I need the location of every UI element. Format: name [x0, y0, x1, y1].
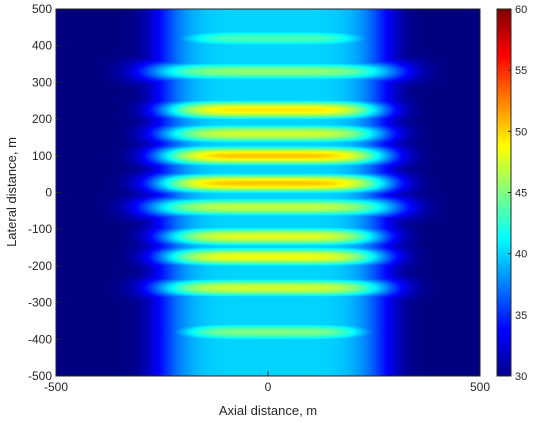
colorbar-tick-label: 45	[515, 188, 527, 200]
colorbar-tick-label: 50	[515, 126, 527, 138]
heatmap-image-holder	[56, 9, 480, 376]
y-tick-label: -200	[28, 259, 52, 273]
colorbar-ticks: 30 35 40 45 50 55 60	[508, 4, 527, 383]
x-axis: -500 0 500	[44, 371, 490, 394]
x-tick-label: 0	[265, 380, 272, 394]
y-tick-label: 100	[32, 149, 52, 163]
colorbar: 30 35 40 45 50 55 60	[496, 4, 527, 383]
x-tick-label: -500	[44, 380, 68, 394]
colorbar-tick-label: 60	[515, 4, 527, 16]
colorbar-tick-label: 40	[515, 249, 527, 261]
y-tick-label: -400	[28, 332, 52, 346]
colorbar-tick-label: 35	[515, 310, 527, 322]
heatmap-canvas	[56, 9, 480, 376]
y-axis-label: Lateral distance, m	[4, 137, 19, 247]
y-tick-label: 400	[32, 39, 52, 53]
colorbar-tick-label: 55	[515, 65, 527, 77]
x-tick-label: 500	[470, 380, 490, 394]
x-axis-label: Axial distance, m	[219, 403, 317, 418]
y-tick-label: 300	[32, 75, 52, 89]
y-tick-label: -100	[28, 222, 52, 236]
colorbar-tick-label: 30	[515, 371, 527, 383]
y-axis: -500 -400 -300 -200 -100 0 100 200 300 400 500	[28, 2, 61, 383]
y-tick-label: 200	[32, 112, 52, 126]
y-tick-label: 500	[32, 2, 52, 16]
plot-area	[55, 8, 481, 377]
y-tick-label: -300	[28, 296, 52, 310]
y-tick-label: 0	[45, 186, 52, 200]
y-tick-label: -500	[28, 369, 52, 383]
